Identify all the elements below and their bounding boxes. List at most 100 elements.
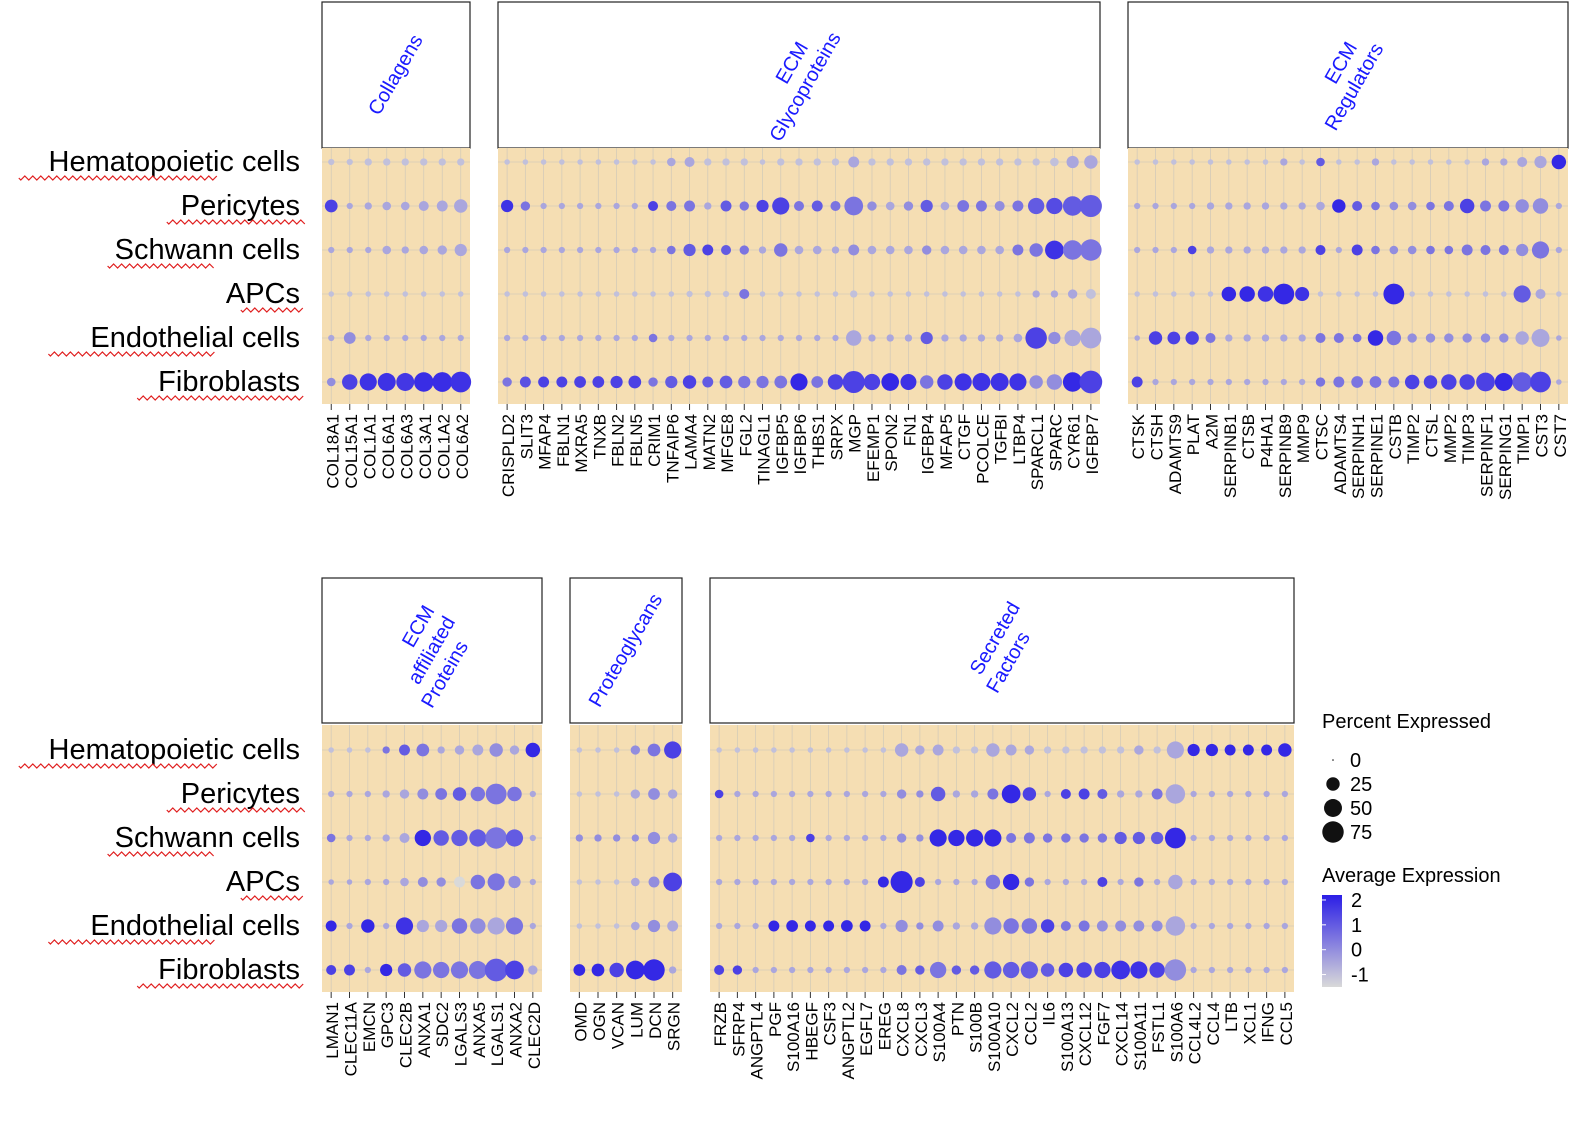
dot-cstb-schwann-cells — [1389, 245, 1399, 255]
dot-mfap5-apcs — [942, 291, 948, 297]
dot-ifng-hematopoietic-cells — [1261, 744, 1273, 756]
dot-cstb-endothelial-cells — [1386, 330, 1402, 346]
gene-label-fstl1: FSTL1 — [1149, 1002, 1168, 1053]
dot-pgf-fibroblasts — [770, 966, 777, 974]
gene-label-anxa5: ANXA5 — [470, 1002, 489, 1058]
dot-fbln2-hematopoietic-cells — [613, 159, 620, 165]
dot-lgals3-pericytes — [452, 787, 467, 801]
gene-label-lgals1: LGALS1 — [488, 1002, 507, 1066]
dot-lum-endothelial-cells — [631, 921, 640, 931]
dot-sparc-apcs — [1050, 290, 1059, 298]
dot-lama4-apcs — [686, 290, 693, 298]
dot-mxra5-fibroblasts — [574, 376, 586, 388]
category-strip — [709, 577, 1295, 724]
dot-cst3-endothelial-cells — [1531, 329, 1550, 347]
dot-clec2d-schwann-cells — [529, 834, 536, 842]
dot-ccl4-hematopoietic-cells — [1205, 743, 1218, 757]
dot-s100a11-schwann-cells — [1132, 831, 1145, 845]
dot-igfbp7-pericytes — [1079, 194, 1102, 218]
dot-serping1-pericytes — [1498, 200, 1510, 212]
dot-a2m-hematopoietic-cells — [1207, 159, 1214, 165]
dot-fbln5-fibroblasts — [628, 375, 642, 389]
dot-serpine1-apcs — [1372, 291, 1379, 297]
dot-mfap5-endothelial-cells — [941, 334, 949, 342]
dot-mxra5-pericytes — [576, 202, 584, 210]
dot-angptl4-apcs — [752, 878, 759, 886]
dot-cxcl8-pericytes — [896, 789, 907, 799]
dot-gpc3-fibroblasts — [380, 963, 393, 977]
dot-csf3-apcs — [825, 878, 832, 886]
spelling-underline — [107, 851, 215, 857]
dot-emcn-apcs — [364, 878, 371, 886]
dot-mmp9-apcs — [1295, 286, 1310, 302]
dot-cst7-schwann-cells — [1555, 246, 1562, 254]
dot-mxra5-apcs — [577, 291, 583, 297]
dot-emcn-hematopoietic-cells — [365, 747, 371, 753]
dot-ifng-pericytes — [1263, 790, 1270, 798]
dot-serpinb1-fibroblasts — [1225, 378, 1232, 386]
dot-tnxb-hematopoietic-cells — [595, 159, 602, 165]
dot-frzb-hematopoietic-cells — [716, 747, 722, 753]
dot-anxa1-fibroblasts — [414, 961, 432, 979]
dot-cstb-apcs — [1383, 283, 1405, 305]
dot-dcn-apcs — [648, 876, 660, 888]
dot-serpinb1-hematopoietic-cells — [1226, 159, 1232, 165]
dot-ccl4-endothelial-cells — [1208, 922, 1215, 930]
dot-col3a1-hematopoietic-cells — [420, 158, 428, 166]
dot-crim1-pericytes — [648, 200, 659, 212]
gene-label-anxa1: ANXA1 — [415, 1002, 434, 1058]
dot-tinagl1-schwann-cells — [758, 246, 767, 254]
dot-serpine1-fibroblasts — [1369, 376, 1382, 388]
gene-label-spon2: SPON2 — [882, 414, 901, 472]
dot-tgfbi-hematopoietic-cells — [996, 158, 1004, 166]
dot-sfrp4-hematopoietic-cells — [734, 747, 741, 753]
dot-anxa5-hematopoietic-cells — [472, 744, 484, 756]
gene-label-mmp9: MMP9 — [1294, 414, 1313, 463]
dot-ctsh-schwann-cells — [1152, 246, 1159, 254]
dot-efemp1-apcs — [869, 291, 875, 297]
dot-lama4-fibroblasts — [682, 375, 697, 389]
dot-cxcl14-fibroblasts — [1111, 960, 1130, 980]
dot-angptl4-endothelial-cells — [752, 922, 759, 930]
dot-ifng-fibroblasts — [1263, 966, 1270, 974]
dot-col3a1-fibroblasts — [414, 372, 434, 392]
dot-s100a10-fibroblasts — [984, 961, 1002, 979]
dot-frzb-pericytes — [714, 789, 724, 799]
dot-s100a4-fibroblasts — [929, 961, 947, 979]
dot-mxra5-endothelial-cells — [576, 334, 584, 342]
gene-label-tnxb: TNXB — [590, 414, 609, 459]
dot-angptl4-fibroblasts — [752, 966, 759, 974]
row-label-schwann-cells: Schwann cells — [115, 822, 300, 854]
dot-egfl7-endothelial-cells — [859, 920, 871, 932]
dot-serping1-fibroblasts — [1494, 373, 1513, 391]
dot-tinagl1-hematopoietic-cells — [759, 159, 766, 165]
dot-ltbp4-endothelial-cells — [1013, 333, 1023, 343]
spelling-underline — [166, 807, 306, 813]
dot-thbs1-hematopoietic-cells — [813, 158, 821, 166]
dot-emcn-schwann-cells — [364, 834, 371, 842]
dot-pcolce-pericytes — [975, 200, 987, 212]
dot-ctgf-schwann-cells — [958, 245, 968, 255]
dot-s100a10-hematopoietic-cells — [986, 743, 1000, 757]
dot-ptn-endothelial-cells — [952, 922, 961, 930]
dot-col6a1-fibroblasts — [377, 373, 396, 391]
row-label-hematopoietic-cells: Hematopoietic cells — [49, 146, 300, 178]
dot-ctsb-endothelial-cells — [1243, 334, 1251, 342]
dot-ctsk-endothelial-cells — [1134, 335, 1140, 341]
dot-srgn-endothelial-cells — [667, 920, 679, 932]
dot-s100a13-schwann-cells — [1061, 833, 1071, 843]
dot-angptl2-fibroblasts — [843, 966, 850, 974]
gene-label-ctsb: CTSB — [1239, 414, 1258, 459]
dot-cst7-fibroblasts — [1556, 379, 1562, 385]
spelling-underline — [47, 939, 215, 945]
dot-cyr61-apcs — [1067, 289, 1078, 299]
gene-label-vcan: VCAN — [609, 1002, 628, 1049]
dot-col3a1-endothelial-cells — [420, 334, 427, 342]
dot-ccl5-schwann-cells — [1281, 834, 1288, 842]
gene-label-ltb: LTB — [1222, 1002, 1241, 1032]
category-strip — [497, 1, 1101, 149]
dot-xcl1-pericytes — [1245, 790, 1252, 798]
